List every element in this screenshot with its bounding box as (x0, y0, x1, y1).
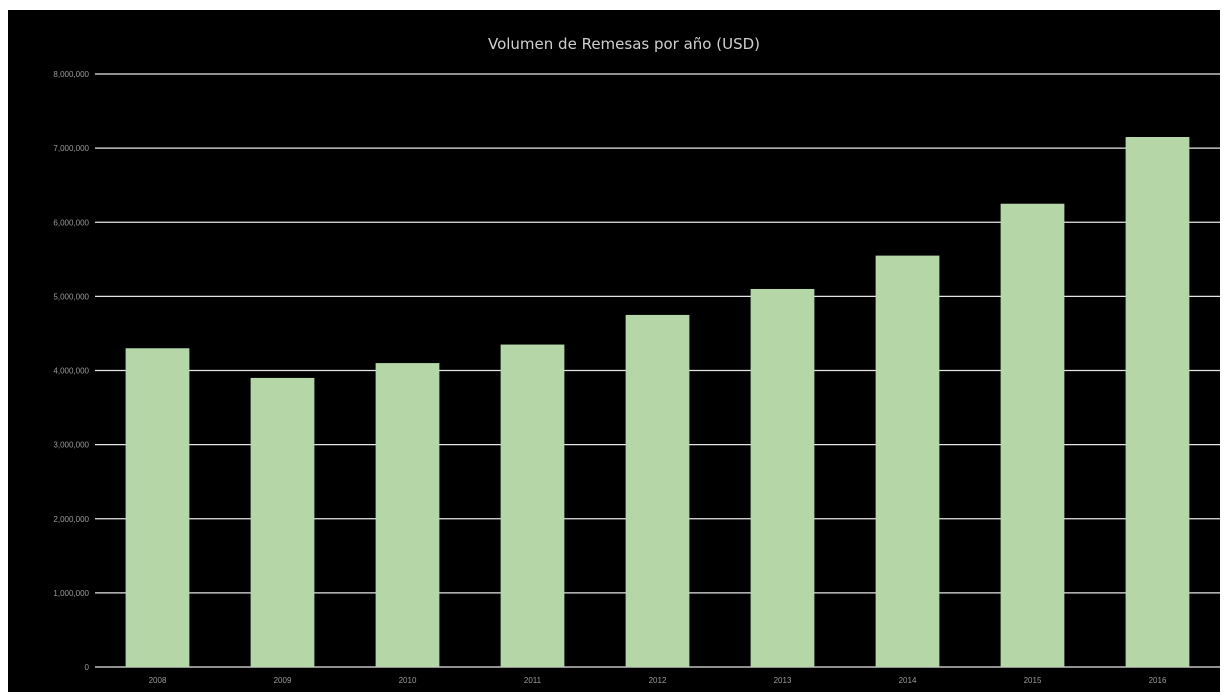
x-tick-label: 2013 (774, 676, 792, 685)
x-tick-label: 2015 (1024, 676, 1042, 685)
bar-2009 (250, 377, 315, 667)
x-tick-label: 2012 (649, 676, 667, 685)
y-tick-label: 5,000,000 (53, 292, 89, 301)
bar-2014 (875, 255, 940, 667)
bar-2012 (625, 314, 690, 667)
y-tick-label: 6,000,000 (53, 218, 89, 227)
x-axis-tick-labels: 2008 2009 2010 2011 2012 2013 2014 2015 2016 (149, 676, 1167, 685)
x-tick-label: 2011 (524, 676, 542, 685)
bar-2013 (750, 288, 815, 667)
y-tick-label: 4,000,000 (53, 367, 89, 376)
bar-2008 (125, 348, 190, 667)
x-tick-label: 2008 (149, 676, 167, 685)
y-tick-label: 0 (85, 663, 90, 672)
y-tick-label: 2,000,000 (53, 515, 89, 524)
chart-title: Volumen de Remesas por año (USD) (488, 35, 760, 53)
y-tick-label: 3,000,000 (53, 441, 89, 450)
x-tick-label: 2014 (899, 676, 917, 685)
bar-chart: Volumen de Remesas por año (USD) 0 1,000,… (8, 10, 1220, 692)
y-tick-label: 8,000,000 (53, 70, 89, 79)
bar-2015 (1000, 203, 1065, 667)
y-tick-label: 1,000,000 (53, 589, 89, 598)
x-tick-label: 2009 (274, 676, 292, 685)
bar-2010 (375, 363, 440, 667)
y-axis-tick-labels: 0 1,000,000 2,000,000 3,000,000 4,000,000 5,0… (53, 70, 89, 672)
bar-2016 (1125, 137, 1190, 668)
bar-2011 (500, 344, 565, 667)
chart-frame: Volumen de Remesas por año (USD) 0 1,000,… (8, 10, 1220, 692)
bars (125, 137, 1190, 668)
y-tick-label: 7,000,000 (53, 144, 89, 153)
x-tick-label: 2016 (1149, 676, 1167, 685)
x-tick-label: 2010 (399, 676, 417, 685)
